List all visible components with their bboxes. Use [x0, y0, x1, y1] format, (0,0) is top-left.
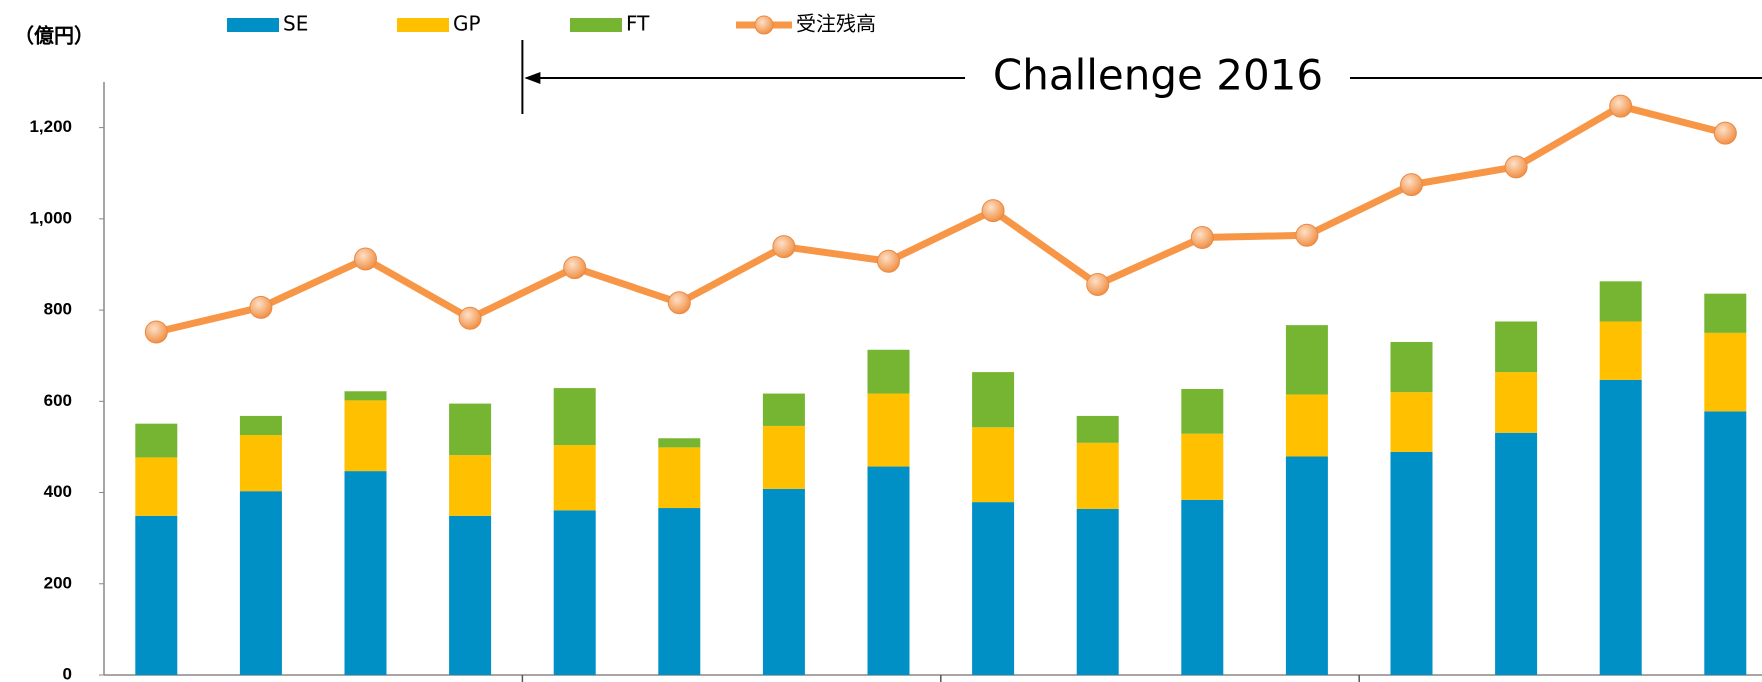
bar-segment [762, 425, 805, 489]
bar-segment [1390, 451, 1433, 675]
legend-swatch [397, 18, 449, 32]
bar-segment [1285, 325, 1328, 395]
annotation: Challenge 2016 [993, 51, 1323, 100]
bar-segment [867, 349, 910, 394]
bar-segment [449, 515, 492, 675]
y-tick-label: 1,200 [29, 117, 72, 136]
bar-segment [1181, 433, 1224, 500]
line-marker [144, 320, 168, 344]
bar-segment [1495, 321, 1538, 373]
line [155, 102, 1727, 336]
bar-segment [553, 510, 596, 675]
bar-segment [867, 393, 910, 467]
line-marker [458, 306, 482, 330]
bar-segment [449, 403, 492, 456]
y-tick-label: 0 [63, 664, 72, 682]
bar-segment [1599, 379, 1642, 675]
legend-swatch [570, 18, 622, 32]
y-tick-label: 800 [44, 300, 72, 319]
line-marker [1400, 173, 1423, 197]
bar-segment [762, 488, 805, 675]
bar-segment [344, 471, 387, 675]
bar-segment [1181, 388, 1224, 434]
bar-segment [1704, 332, 1747, 412]
bar-segment [1285, 394, 1328, 457]
bar-segment [1599, 321, 1642, 380]
bar-segment [553, 388, 596, 446]
bar-segment [1285, 456, 1328, 675]
bar-segment [658, 438, 701, 448]
y-tick-label: 1,000 [29, 208, 72, 227]
bar-segment [762, 393, 805, 426]
bar-segment [344, 400, 387, 472]
line-marker [249, 295, 273, 319]
y-tick-label: 600 [44, 391, 72, 410]
legend-label: GP [453, 12, 481, 36]
legend-swatch [227, 18, 279, 32]
bar-segment [972, 427, 1015, 503]
y-axis-label: （億円） [14, 24, 94, 48]
bar-segment [972, 502, 1015, 675]
bar-segment [658, 508, 701, 675]
line-marker [772, 235, 796, 259]
bar-segment [867, 466, 910, 675]
bar-segment [1599, 281, 1642, 322]
bar-segment [1704, 293, 1747, 333]
line-marker [354, 247, 377, 271]
bar-segment [1390, 392, 1433, 452]
line-marker [563, 256, 587, 280]
bar-segment [972, 372, 1015, 428]
bar-segment [239, 435, 282, 492]
bar-segment [553, 445, 596, 511]
line-marker [1713, 121, 1737, 145]
line-marker [667, 291, 691, 315]
y-tick-label: 400 [44, 482, 72, 501]
bar-segment [1076, 442, 1119, 509]
bar-segment [344, 391, 387, 401]
bar-segment [1390, 342, 1433, 393]
bar-segment [658, 447, 701, 509]
line-marker [1609, 94, 1633, 118]
line-marker [1504, 155, 1528, 179]
line-marker [981, 199, 1005, 223]
bar-segment [239, 491, 282, 675]
bar-segment [135, 515, 178, 675]
bar-segment [135, 457, 178, 516]
legend-label: SE [283, 12, 308, 36]
bar-segment [135, 423, 178, 458]
y-tick-label: 200 [44, 573, 72, 592]
bar-segment [1076, 508, 1119, 675]
arrow-head [524, 72, 541, 84]
bar-segment [1076, 415, 1119, 443]
legend-label: 受注残高 [796, 12, 876, 36]
bar-segment [1181, 499, 1224, 675]
bar-segment [239, 415, 282, 436]
line-marker [1190, 226, 1214, 250]
bar-segment [1495, 432, 1538, 675]
line-marker [1295, 223, 1319, 247]
bar-segment [449, 455, 492, 516]
legend-marker [754, 15, 774, 35]
line-marker [877, 249, 900, 273]
legend-label: FT [626, 12, 650, 36]
line-marker [1086, 273, 1110, 297]
bar-segment [1495, 372, 1538, 433]
bar-segment [1704, 411, 1747, 675]
